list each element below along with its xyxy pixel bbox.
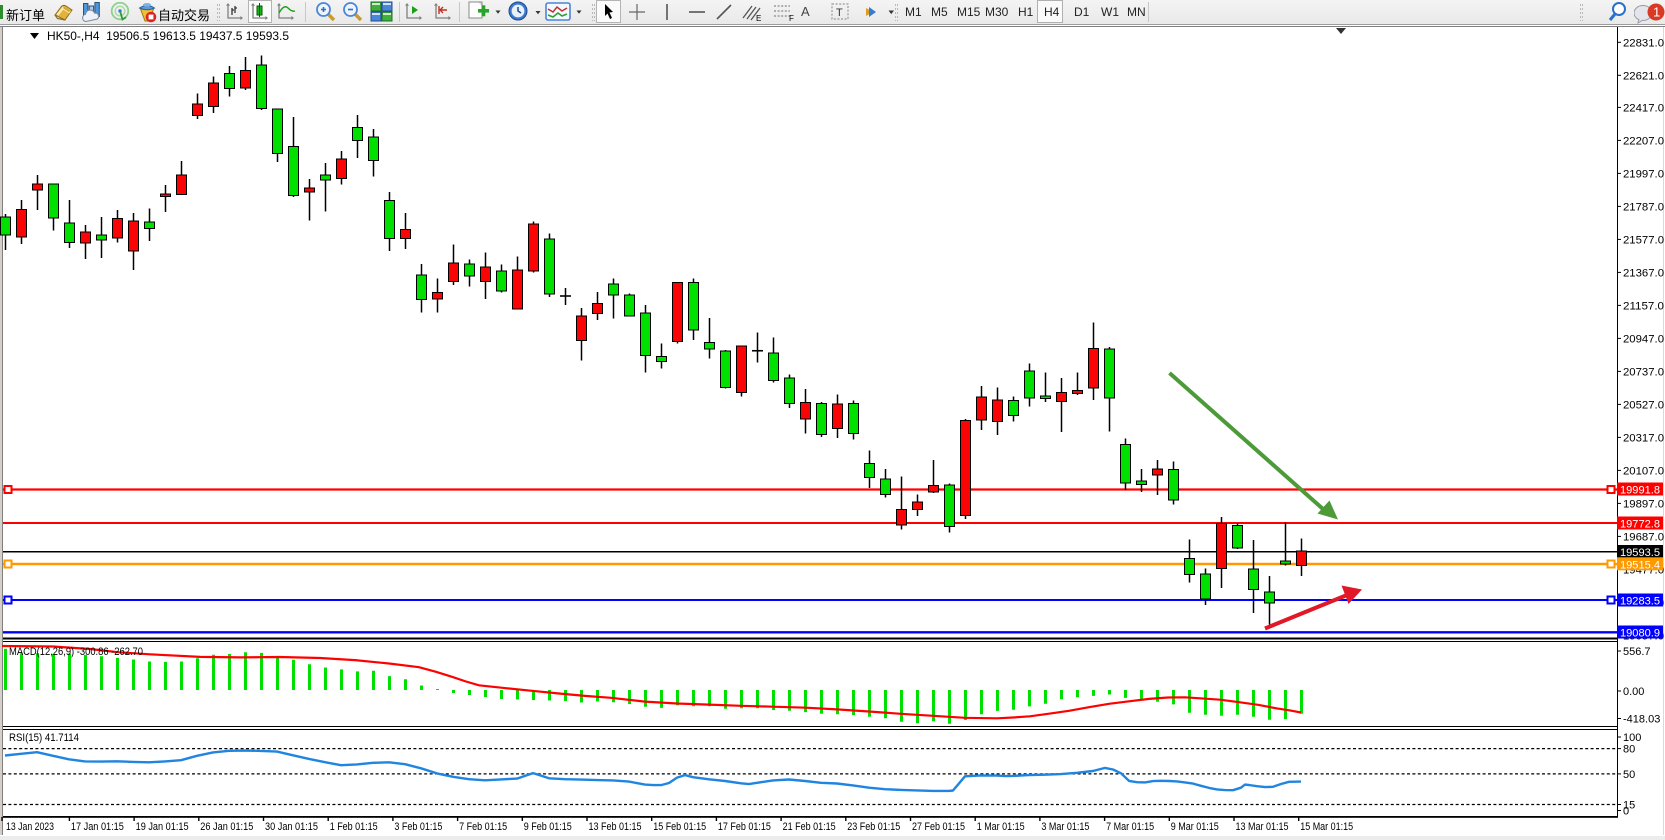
- svg-text:E: E: [756, 14, 761, 22]
- svg-text:0: 0: [1623, 806, 1629, 818]
- svg-text:1 Feb 01:15: 1 Feb 01:15: [330, 821, 378, 833]
- svg-text:21367.0: 21367.0: [1623, 267, 1664, 279]
- svg-text:21997.0: 21997.0: [1623, 168, 1664, 180]
- svg-text:19593.5: 19593.5: [1620, 547, 1660, 559]
- svg-text:13 Jan 2023: 13 Jan 2023: [6, 821, 54, 833]
- svg-text:7 Feb 01:15: 7 Feb 01:15: [459, 821, 507, 833]
- svg-text:19515.4: 19515.4: [1620, 559, 1660, 571]
- svg-text:9 Feb 01:15: 9 Feb 01:15: [524, 821, 572, 833]
- svg-text:HK50-,H4 19506.5 19613.5 1943: HK50-,H4 19506.5 19613.5 19437.5 19593.5: [47, 29, 289, 43]
- svg-text:1: 1: [1653, 5, 1660, 20]
- svg-text:F: F: [789, 14, 794, 22]
- svg-text:100: 100: [1623, 732, 1641, 744]
- svg-text:50: 50: [1623, 769, 1635, 781]
- svg-text:80: 80: [1623, 744, 1635, 756]
- svg-text:13 Feb 01:15: 13 Feb 01:15: [589, 821, 642, 833]
- svg-text:9 Mar 01:15: 9 Mar 01:15: [1171, 821, 1219, 833]
- svg-text:22207.0: 22207.0: [1623, 135, 1664, 147]
- svg-text:22831.0: 22831.0: [1623, 37, 1664, 49]
- svg-text:19991.8: 19991.8: [1620, 485, 1660, 497]
- svg-text:17 Jan 01:15: 17 Jan 01:15: [71, 821, 124, 833]
- svg-text:26 Jan 01:15: 26 Jan 01:15: [200, 821, 253, 833]
- svg-text:21157.0: 21157.0: [1623, 300, 1664, 312]
- svg-text:MACD(12,26,9) -300.86 -262.70: MACD(12,26,9) -300.86 -262.70: [9, 646, 143, 658]
- svg-text:20737.0: 20737.0: [1623, 366, 1664, 378]
- svg-text:19897.0: 19897.0: [1623, 498, 1664, 510]
- svg-text:19080.9: 19080.9: [1620, 628, 1660, 640]
- svg-text:21787.0: 21787.0: [1623, 201, 1664, 213]
- svg-text:20947.0: 20947.0: [1623, 333, 1664, 345]
- svg-text:21 Feb 01:15: 21 Feb 01:15: [783, 821, 836, 833]
- svg-text:7 Mar 01:15: 7 Mar 01:15: [1106, 821, 1154, 833]
- svg-text:23 Feb 01:15: 23 Feb 01:15: [847, 821, 900, 833]
- svg-text:3 Feb 01:15: 3 Feb 01:15: [394, 821, 442, 833]
- svg-text:RSI(15) 41.7114: RSI(15) 41.7114: [9, 732, 79, 744]
- svg-text:20107.0: 20107.0: [1623, 465, 1664, 477]
- svg-text:-418.03: -418.03: [1623, 714, 1660, 726]
- svg-text:15: 15: [1623, 800, 1635, 812]
- svg-text:21577.0: 21577.0: [1623, 234, 1664, 246]
- svg-text:27 Feb 01:15: 27 Feb 01:15: [912, 821, 965, 833]
- svg-text:20317.0: 20317.0: [1623, 432, 1664, 444]
- svg-text:22621.0: 22621.0: [1623, 70, 1664, 82]
- svg-text:556.7: 556.7: [1623, 646, 1651, 658]
- svg-text:15 Mar 01:15: 15 Mar 01:15: [1300, 821, 1353, 833]
- svg-text:1 Mar 01:15: 1 Mar 01:15: [977, 821, 1025, 833]
- svg-text:22417.0: 22417.0: [1623, 102, 1664, 114]
- svg-text:19283.5: 19283.5: [1620, 596, 1660, 608]
- svg-text:13 Mar 01:15: 13 Mar 01:15: [1236, 821, 1289, 833]
- svg-text:17 Feb 01:15: 17 Feb 01:15: [718, 821, 771, 833]
- svg-text:20527.0: 20527.0: [1623, 399, 1664, 411]
- svg-text:15 Feb 01:15: 15 Feb 01:15: [653, 821, 706, 833]
- svg-text:19772.8: 19772.8: [1620, 519, 1660, 531]
- svg-text:T: T: [836, 7, 843, 19]
- svg-text:30 Jan 01:15: 30 Jan 01:15: [265, 821, 318, 833]
- svg-text:0.00: 0.00: [1623, 686, 1644, 698]
- svg-text:3 Mar 01:15: 3 Mar 01:15: [1041, 821, 1089, 833]
- svg-text:19 Jan 01:15: 19 Jan 01:15: [136, 821, 189, 833]
- svg-text:19687.0: 19687.0: [1623, 531, 1664, 543]
